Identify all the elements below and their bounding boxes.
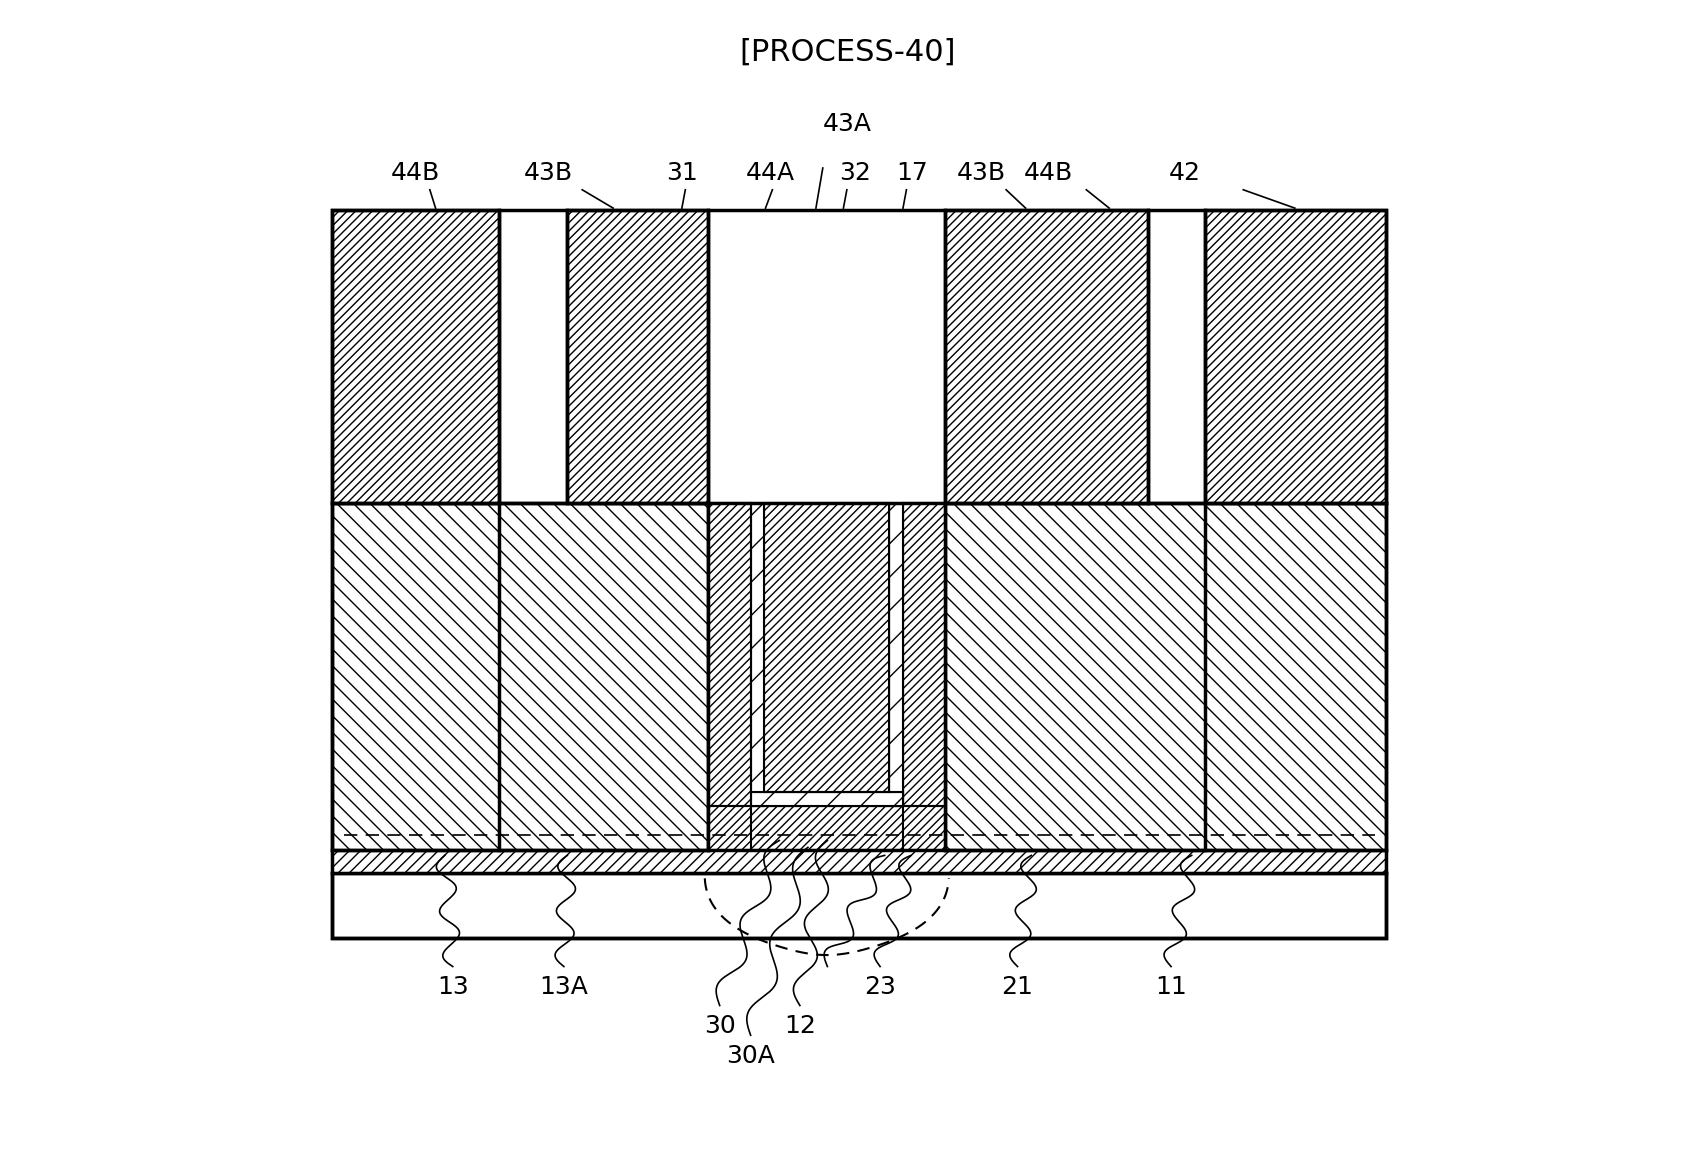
Bar	[709, 502, 945, 849]
Text: 43B: 43B	[524, 160, 572, 185]
Text: 13: 13	[438, 975, 468, 999]
Bar	[332, 502, 709, 849]
Text: 44B: 44B	[1024, 160, 1074, 185]
Text: 23: 23	[865, 975, 895, 999]
Bar	[566, 210, 709, 502]
Bar	[332, 210, 1386, 938]
Bar	[332, 849, 1386, 872]
Bar	[332, 210, 499, 502]
Bar	[1206, 210, 1386, 502]
Bar	[945, 210, 1148, 502]
Bar	[902, 502, 945, 849]
Text: 13A: 13A	[539, 975, 589, 999]
Text: 17: 17	[895, 160, 928, 185]
Text: 30: 30	[704, 1014, 736, 1039]
Text: 31: 31	[667, 160, 697, 185]
Text: 21: 21	[1002, 975, 1033, 999]
Text: 44B: 44B	[390, 160, 439, 185]
Text: 30A: 30A	[726, 1044, 775, 1067]
Bar	[751, 793, 902, 807]
Bar	[751, 502, 765, 807]
Text: 43A: 43A	[823, 112, 872, 136]
Text: 32: 32	[840, 160, 870, 185]
Bar	[709, 807, 945, 849]
Text: 12: 12	[784, 1014, 816, 1039]
Text: 42: 42	[1169, 160, 1201, 185]
Text: 11: 11	[1155, 975, 1187, 999]
Text: 44A: 44A	[746, 160, 795, 185]
Bar	[332, 872, 1386, 938]
Bar	[709, 502, 751, 849]
Bar	[765, 502, 889, 793]
Text: [PROCESS-40]: [PROCESS-40]	[739, 38, 957, 67]
Text: 43B: 43B	[957, 160, 1006, 185]
Bar	[889, 502, 902, 807]
Bar	[945, 502, 1386, 849]
